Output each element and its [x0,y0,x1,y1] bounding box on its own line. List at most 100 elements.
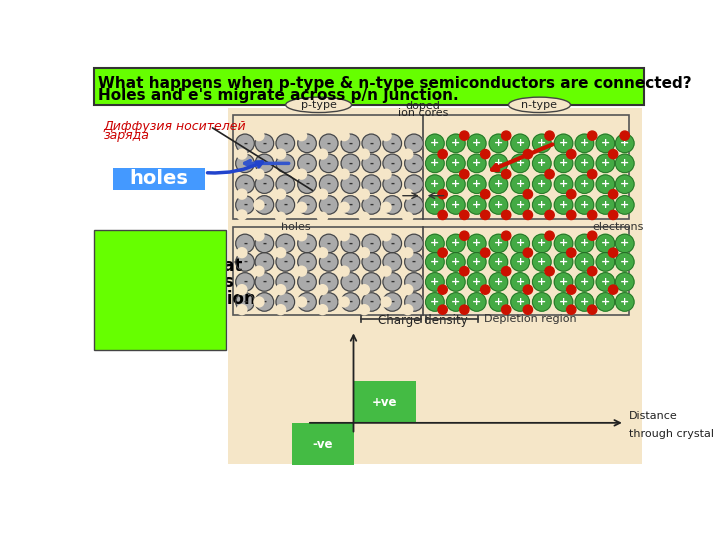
Circle shape [360,150,369,159]
Circle shape [554,134,573,153]
Circle shape [255,253,274,271]
Text: through crystal: through crystal [629,429,714,439]
Circle shape [575,253,594,271]
Circle shape [320,273,338,291]
Circle shape [238,285,246,294]
Circle shape [360,305,369,314]
Circle shape [382,298,391,307]
Circle shape [467,154,486,173]
Circle shape [502,305,510,314]
Text: -: - [348,239,352,248]
Circle shape [545,170,554,179]
Circle shape [481,285,490,294]
Text: -: - [305,297,309,307]
Text: +: + [451,200,460,210]
Text: +: + [494,200,503,210]
Circle shape [297,273,316,291]
Text: +: + [451,277,460,287]
Text: -: - [243,158,247,168]
Circle shape [446,195,465,214]
Text: -: - [369,138,374,149]
Circle shape [276,234,294,253]
Text: +: + [580,179,589,189]
Text: +: + [516,257,525,267]
Circle shape [533,154,551,173]
Text: +: + [580,277,589,287]
Circle shape [320,175,338,193]
Circle shape [362,293,381,311]
Circle shape [276,253,294,271]
Text: +: + [537,158,546,168]
Text: -: - [412,138,416,149]
Text: -: - [283,179,287,189]
Text: ~10$^4$ V/cm: ~10$^4$ V/cm [100,240,198,261]
Circle shape [405,195,423,214]
Circle shape [405,154,423,173]
Circle shape [403,305,413,314]
Text: -: - [305,200,309,210]
Text: -: - [243,179,247,189]
Text: -: - [262,297,266,307]
Text: -: - [412,239,416,248]
Circle shape [297,234,316,253]
Text: Distance: Distance [629,411,678,421]
Circle shape [523,190,533,199]
Circle shape [510,234,529,253]
Text: -: - [348,179,352,189]
Text: +: + [451,158,460,168]
Circle shape [588,231,597,240]
Text: +: + [559,277,568,287]
Circle shape [362,234,381,253]
Circle shape [616,134,634,153]
Circle shape [459,131,469,140]
Text: +: + [472,297,482,307]
Text: -: - [327,179,330,189]
Circle shape [340,202,349,212]
Circle shape [489,234,508,253]
Circle shape [608,210,618,220]
Circle shape [235,234,254,253]
Circle shape [567,190,576,199]
Circle shape [533,234,551,253]
Circle shape [481,150,490,159]
Text: -: - [390,138,395,149]
Circle shape [533,175,551,193]
Circle shape [616,154,634,173]
Bar [113,168,204,190]
Text: -: - [390,179,395,189]
Circle shape [341,175,360,193]
Circle shape [297,154,316,173]
Circle shape [554,195,573,214]
Circle shape [596,293,615,311]
Text: -: - [412,158,416,168]
Circle shape [426,195,444,214]
Text: +: + [620,200,629,210]
Text: +: + [620,158,629,168]
Circle shape [438,285,447,294]
Circle shape [596,195,615,214]
Circle shape [383,273,402,291]
Circle shape [255,273,274,291]
Text: -: - [262,200,266,210]
Text: -: - [262,138,266,149]
Circle shape [362,175,381,193]
Circle shape [554,175,573,193]
Text: +: + [494,158,503,168]
Ellipse shape [508,97,570,112]
Circle shape [318,248,327,257]
Text: +: + [431,239,439,248]
Text: +: + [431,277,439,287]
Circle shape [620,131,629,140]
Circle shape [405,175,423,193]
Circle shape [446,253,465,271]
Circle shape [459,267,469,276]
Text: -: - [243,297,247,307]
Text: -: - [305,257,309,267]
Circle shape [255,195,274,214]
Circle shape [235,134,254,153]
Circle shape [446,273,465,291]
Circle shape [405,134,423,153]
Text: +: + [620,297,629,307]
Text: +: + [600,200,610,210]
Circle shape [238,190,246,199]
